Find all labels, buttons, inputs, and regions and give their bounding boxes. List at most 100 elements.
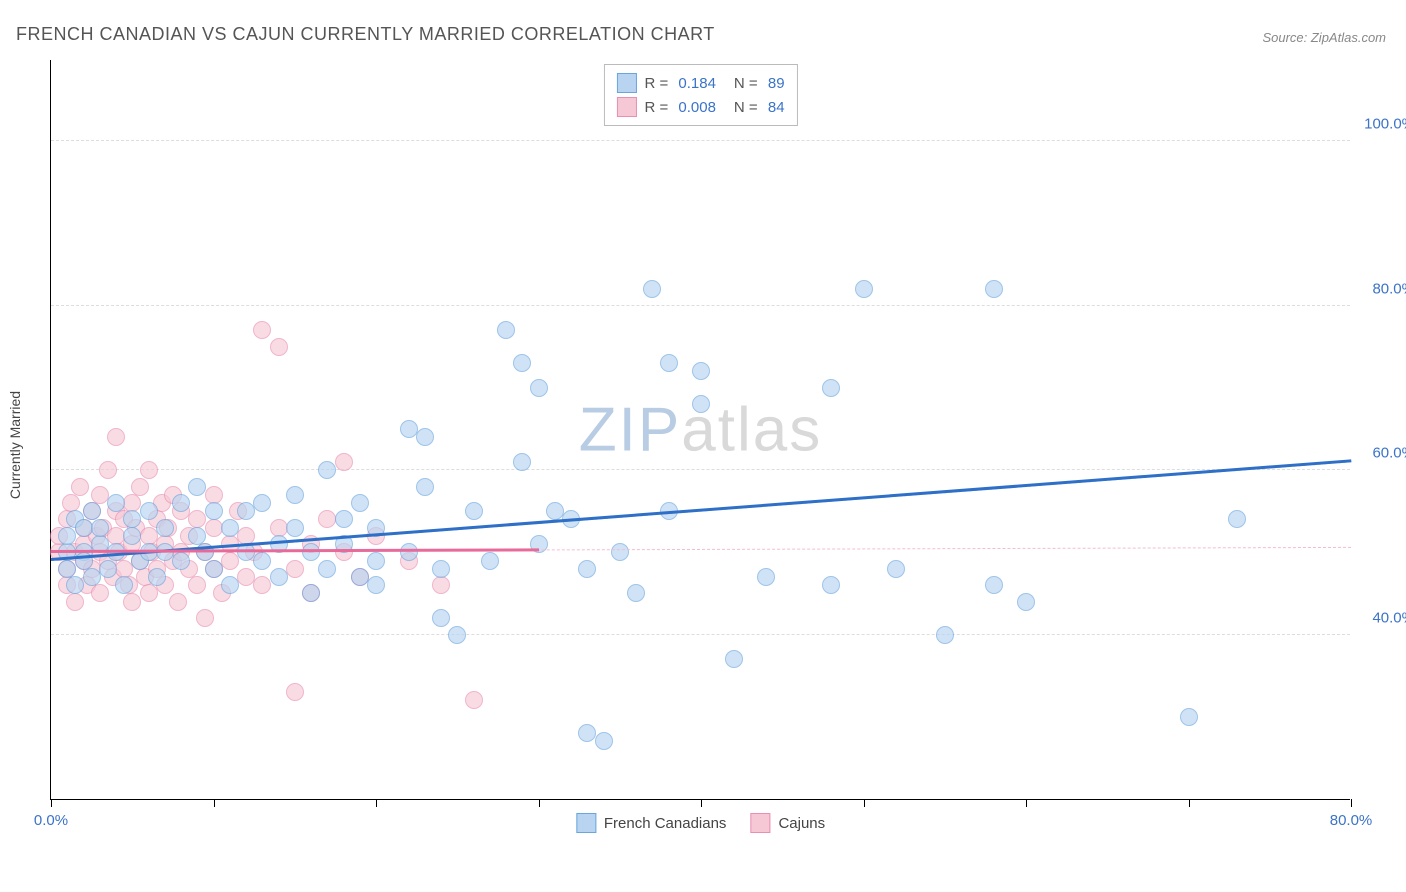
data-point [416, 478, 434, 496]
data-point [887, 560, 905, 578]
data-point [757, 568, 775, 586]
data-point [205, 486, 223, 504]
data-point [400, 543, 418, 561]
data-point [822, 379, 840, 397]
data-point [148, 568, 166, 586]
data-point [123, 527, 141, 545]
chart-container: Currently Married ZIPatlas R = 0.184N = … [50, 60, 1390, 830]
data-point [627, 584, 645, 602]
data-point [99, 461, 117, 479]
y-tick-label: 40.0% [1372, 609, 1406, 626]
data-point [123, 510, 141, 528]
data-point [91, 519, 109, 537]
legend-stats: R = 0.184N = 89 R = 0.008N = 84 [603, 64, 797, 126]
data-point [253, 576, 271, 594]
data-point [692, 395, 710, 413]
data-point [286, 560, 304, 578]
data-point [83, 502, 101, 520]
x-tick [1026, 799, 1027, 807]
data-point [513, 453, 531, 471]
data-point [71, 478, 89, 496]
data-point [448, 626, 466, 644]
data-point [123, 494, 141, 512]
legend-swatch [616, 97, 636, 117]
data-point [660, 354, 678, 372]
data-point [169, 593, 187, 611]
data-point [140, 584, 158, 602]
gridline [51, 469, 1350, 470]
data-point [985, 576, 1003, 594]
data-point [253, 552, 271, 570]
y-tick-label: 80.0% [1372, 280, 1406, 297]
x-tick [864, 799, 865, 807]
legend-swatch [616, 73, 636, 93]
gridline [51, 305, 1350, 306]
x-tick [51, 799, 52, 807]
data-point [91, 584, 109, 602]
data-point [221, 576, 239, 594]
x-tick [1351, 799, 1352, 807]
y-tick-label: 100.0% [1364, 116, 1406, 133]
data-point [66, 576, 84, 594]
x-tick [376, 799, 377, 807]
data-point [196, 609, 214, 627]
x-tick-label: 80.0% [1330, 812, 1373, 829]
data-point [131, 478, 149, 496]
data-point [115, 576, 133, 594]
legend-series-name: Cajuns [778, 815, 825, 832]
data-point [156, 519, 174, 537]
data-point [497, 321, 515, 339]
data-point [318, 461, 336, 479]
data-point [432, 576, 450, 594]
data-point [611, 543, 629, 561]
data-point [1228, 510, 1246, 528]
data-point [546, 502, 564, 520]
x-tick [1189, 799, 1190, 807]
data-point [855, 280, 873, 298]
data-point [578, 560, 596, 578]
data-point [1017, 593, 1035, 611]
data-point [286, 486, 304, 504]
gridline [51, 634, 1350, 635]
plot-area: ZIPatlas R = 0.184N = 89R = 0.008N = 84 … [50, 60, 1350, 800]
data-point [91, 486, 109, 504]
data-point [188, 527, 206, 545]
data-point [237, 568, 255, 586]
data-point [936, 626, 954, 644]
data-point [595, 732, 613, 750]
data-point [513, 354, 531, 372]
legend-series-name: French Canadians [604, 815, 727, 832]
watermark-pre: ZIP [579, 395, 681, 464]
data-point [172, 552, 190, 570]
data-point [237, 502, 255, 520]
data-point [66, 593, 84, 611]
legend-series: French Canadians Cajuns [576, 813, 825, 833]
x-tick [214, 799, 215, 807]
data-point [302, 584, 320, 602]
data-point [481, 552, 499, 570]
data-point [62, 494, 80, 512]
data-point [205, 560, 223, 578]
data-point [140, 527, 158, 545]
x-tick-label: 0.0% [34, 812, 68, 829]
data-point [205, 502, 223, 520]
legend-swatch [576, 813, 596, 833]
data-point [465, 691, 483, 709]
data-point [115, 560, 133, 578]
legend-series-item: Cajuns [750, 813, 825, 833]
data-point [286, 519, 304, 537]
data-point [83, 568, 101, 586]
legend-stat-text: R = 0.184N = 89 [644, 75, 784, 92]
data-point [643, 280, 661, 298]
chart-title: FRENCH CANADIAN VS CAJUN CURRENTLY MARRI… [16, 24, 715, 45]
data-point [286, 683, 304, 701]
legend-stat-row: R = 0.008N = 84 [616, 95, 784, 119]
data-point [335, 453, 353, 471]
data-point [221, 519, 239, 537]
y-tick-label: 60.0% [1372, 445, 1406, 462]
data-point [822, 576, 840, 594]
data-point [221, 552, 239, 570]
gridline [51, 140, 1350, 141]
legend-stat-text: R = 0.008N = 84 [644, 99, 784, 116]
data-point [140, 461, 158, 479]
